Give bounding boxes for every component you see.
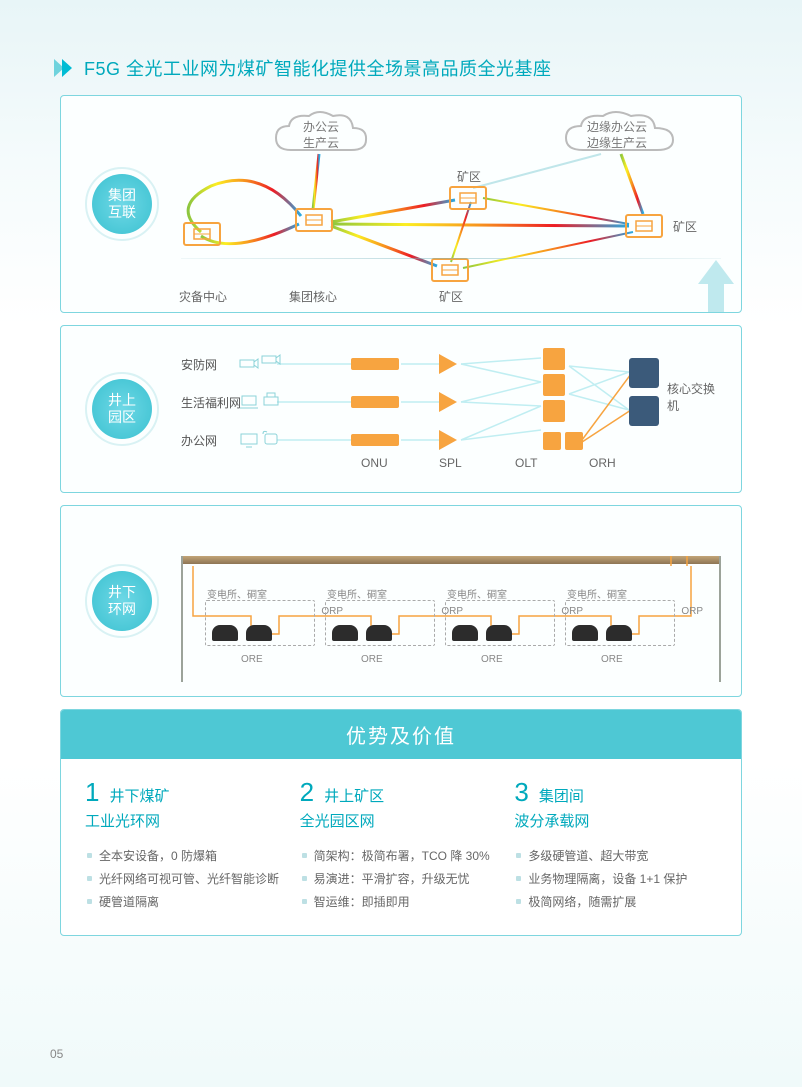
station-3: 变电所、硐室 ORP ORE xyxy=(445,600,555,646)
panel-group-interconnect: 集团 互联 办公云生产云 边缘办公云边缘生产云 xyxy=(60,95,742,313)
laptop-icon xyxy=(239,394,259,410)
up-arrow-icon xyxy=(694,260,738,316)
station-4: 变电所、硐室 ORP ORE xyxy=(565,600,675,646)
node-mine2-icon xyxy=(431,258,469,282)
node-mine1-icon xyxy=(449,186,487,210)
row-label-2: 生活福利网 xyxy=(181,394,241,411)
badge-p3: 井下 环网 xyxy=(85,564,159,638)
badge-p2: 井上 园区 xyxy=(85,372,159,446)
page-number: 05 xyxy=(50,1047,63,1061)
row-label-1: 安防网 xyxy=(181,356,217,373)
ground-line xyxy=(181,258,721,259)
node-core-icon xyxy=(295,208,333,232)
badge-p1: 集团 互联 xyxy=(85,167,159,241)
advantages-header: 优势及价值 xyxy=(61,710,741,759)
label-dr: 灾备中心 xyxy=(179,288,227,305)
advantages-panel: 优势及价值 1井下煤矿 工业光环网 全本安设备，0 防爆箱 光纤网络可视可管、光… xyxy=(60,709,742,936)
orh-label: ORH xyxy=(589,456,616,470)
spl-label: SPL xyxy=(439,456,462,470)
node-mine3-icon xyxy=(625,214,663,238)
olt-label: OLT xyxy=(515,456,537,470)
core-sw-2 xyxy=(629,396,659,426)
adv-list-1: 全本安设备，0 防爆箱 光纤网络可视可管、光纤智能诊断 硬管道隔离 xyxy=(85,845,288,913)
adv-list-3: 多级硬管道、超大带宽 业务物理隔离，设备 1+1 保护 极简网络，随需扩展 xyxy=(514,845,717,913)
label-mine2: 矿区 xyxy=(439,288,463,305)
badge-p2-label: 井上 园区 xyxy=(92,379,152,439)
printer-icon xyxy=(261,392,281,408)
badge-p3-label: 井下 环网 xyxy=(92,571,152,631)
onu-2 xyxy=(351,396,399,408)
spl-3 xyxy=(439,430,457,450)
adv-list-2: 简架构：极简布署，TCO 降 30% 易演进：平滑扩容，升级无忧 智运维：即插即… xyxy=(300,845,503,913)
badge-p1-label: 集团 互联 xyxy=(92,174,152,234)
orh-2 xyxy=(565,432,583,450)
station-1: 变电所、硐室 ORP ORE xyxy=(205,600,315,646)
spl-2 xyxy=(439,392,457,412)
label-mine1: 矿区 xyxy=(457,168,481,185)
camera-icon xyxy=(239,356,259,372)
olt-1 xyxy=(543,348,565,370)
adv-col-2: 2井上矿区 全光园区网 简架构：极简布署，TCO 降 30% 易演进：平滑扩容，… xyxy=(300,777,503,913)
node-dr-icon xyxy=(183,222,221,246)
title-arrow-icon xyxy=(54,59,76,77)
core-label: 核心交换机 xyxy=(667,380,721,414)
onu-3 xyxy=(351,434,399,446)
panel-underground-ring: 井下 环网 变电所、硐室 ORP ORE 变电所、硐室 ORP ORE xyxy=(60,505,742,697)
adv-col-1: 1井下煤矿 工业光环网 全本安设备，0 防爆箱 光纤网络可视可管、光纤智能诊断 … xyxy=(85,777,288,913)
onu-label: ONU xyxy=(361,456,388,470)
spl-1 xyxy=(439,354,457,374)
core-sw-1 xyxy=(629,358,659,388)
row-label-3: 办公网 xyxy=(181,432,217,449)
phone-icon xyxy=(261,430,281,446)
orh-1 xyxy=(543,432,561,450)
olt-3 xyxy=(543,400,565,422)
monitor-icon xyxy=(239,432,259,448)
camera2-icon xyxy=(261,352,281,368)
station-2: 变电所、硐室 ORP ORE xyxy=(325,600,435,646)
page-title: F5G 全光工业网为煤矿智能化提供全场景高品质全光基座 xyxy=(84,55,552,81)
onu-1 xyxy=(351,358,399,370)
panel-aboveground-campus: 井上 园区 安防网 生活福利网 办公网 xyxy=(60,325,742,493)
adv-col-3: 3集团间 波分承载网 多级硬管道、超大带宽 业务物理隔离，设备 1+1 保护 极… xyxy=(514,777,717,913)
label-core: 集团核心 xyxy=(289,288,337,305)
label-mine3: 矿区 xyxy=(673,218,697,235)
olt-2 xyxy=(543,374,565,396)
